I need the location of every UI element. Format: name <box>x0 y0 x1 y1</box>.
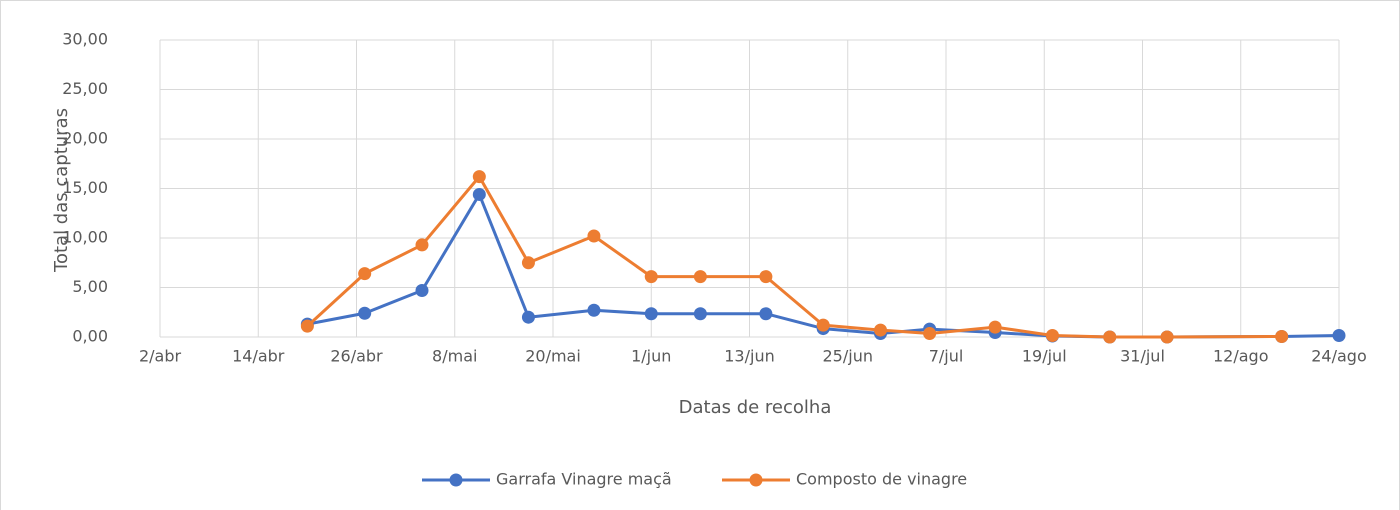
y-tick-label: 15,00 <box>62 178 108 197</box>
data-point <box>1045 329 1059 343</box>
data-point <box>1275 330 1289 344</box>
x-tick-label: 31/jul <box>1120 347 1165 366</box>
data-point <box>521 256 535 270</box>
data-point <box>1160 330 1174 344</box>
data-point <box>415 283 429 297</box>
x-tick-label: 13/jun <box>724 347 774 366</box>
data-point <box>587 303 601 317</box>
data-point <box>693 270 707 284</box>
x-tick-label: 25/jun <box>823 347 873 366</box>
data-point <box>874 323 887 337</box>
legend-marker <box>749 473 763 487</box>
data-point <box>988 320 1002 334</box>
x-tick-label: 1/jun <box>631 347 671 366</box>
x-tick-label: 24/ago <box>1311 347 1367 366</box>
legend-label: Composto de vinagre <box>796 470 967 489</box>
data-point <box>415 238 429 252</box>
data-point <box>759 270 773 284</box>
y-tick-label: 0,00 <box>72 327 108 346</box>
x-tick-label: 7/jul <box>929 347 964 366</box>
data-point <box>923 327 937 341</box>
x-axis-title: Datas de recolha <box>679 397 832 418</box>
y-tick-label: 5,00 <box>72 277 108 296</box>
data-point <box>693 307 707 321</box>
x-tick-label: 20/mai <box>525 347 581 366</box>
data-point <box>300 319 314 333</box>
data-point <box>644 307 658 321</box>
data-point <box>1332 329 1346 343</box>
data-point <box>472 187 486 201</box>
x-tick-label: 19/jul <box>1022 347 1067 366</box>
data-point <box>816 318 830 332</box>
x-tick-label: 2/abr <box>139 347 182 366</box>
y-tick-label: 10,00 <box>62 228 108 247</box>
data-point <box>1103 330 1117 344</box>
legend-label: Garrafa Vinagre maçã <box>496 470 672 489</box>
data-point <box>644 270 658 284</box>
legend-marker <box>449 473 463 487</box>
data-point <box>587 229 601 243</box>
x-tick-label: 14/abr <box>232 347 285 366</box>
x-tick-label: 12/ago <box>1213 347 1269 366</box>
y-tick-label: 25,00 <box>62 79 108 98</box>
data-point <box>358 306 372 320</box>
y-tick-label: 30,00 <box>62 30 108 49</box>
data-point <box>472 170 486 184</box>
y-axis-title: Total das capturas <box>51 108 72 273</box>
x-tick-label: 26/abr <box>330 347 383 366</box>
data-point <box>759 307 773 321</box>
x-tick-label: 8/mai <box>432 347 477 366</box>
data-point <box>521 310 535 324</box>
data-point <box>358 267 372 281</box>
y-tick-label: 20,00 <box>62 129 108 148</box>
